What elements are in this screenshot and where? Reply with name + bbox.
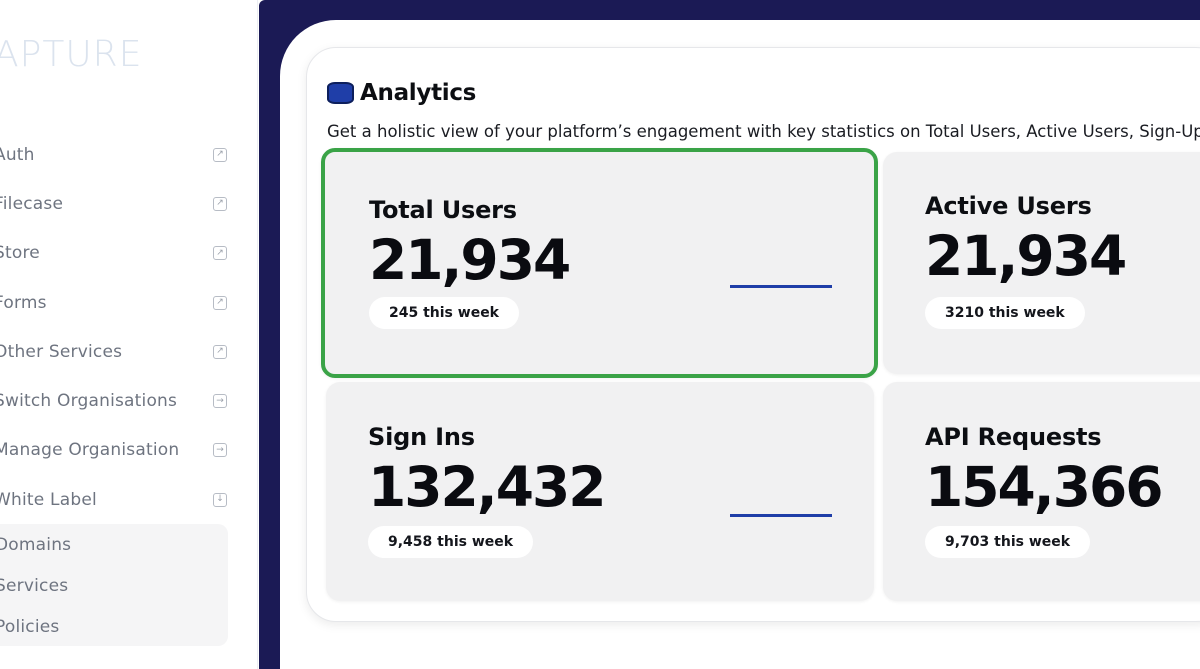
sidebar: APTURE Auth ↗ Filecase ↗ Store ↗ Forms ↗… xyxy=(0,0,258,669)
sidebar-nav: Auth ↗ Filecase ↗ Store ↗ Forms ↗ Other … xyxy=(0,130,240,524)
card-title: Sign Ins xyxy=(368,423,475,451)
external-link-icon: ↗ xyxy=(213,147,227,162)
weekly-change-badge: 245 this week xyxy=(369,297,519,329)
sidebar-item-label: Other Services xyxy=(0,341,123,362)
analytics-header: Analytics xyxy=(327,80,476,106)
sidebar-item-label: Filecase xyxy=(0,193,64,214)
external-link-icon: ↗ xyxy=(213,344,227,359)
sidebar-item-label: Store xyxy=(0,243,40,264)
submenu-item-label: Policies xyxy=(0,616,60,637)
sidebar-item-label: Forms xyxy=(0,292,47,313)
sidebar-item-forms[interactable]: Forms ↗ xyxy=(0,278,240,327)
stat-card-total-users[interactable]: Total Users 21,934 245 this week xyxy=(321,148,878,378)
stat-card-api-requests[interactable]: API Requests 154,366 9,703 this week xyxy=(883,382,1200,601)
database-icon xyxy=(327,80,354,106)
external-link-icon: ↗ xyxy=(213,295,227,310)
stat-card-sign-ins[interactable]: Sign Ins 132,432 9,458 this week xyxy=(326,382,874,601)
weekly-change-badge: 9,703 this week xyxy=(925,526,1091,558)
chevron-down-icon: ↓ xyxy=(213,492,227,507)
stat-card-active-users[interactable]: Active Users 21,934 3210 this week xyxy=(883,152,1200,374)
submenu-item-label: Domains xyxy=(0,534,72,555)
analytics-description: Get a holistic view of your platform’s e… xyxy=(327,122,1200,141)
sidebar-item-auth[interactable]: Auth ↗ xyxy=(0,130,240,179)
card-title: API Requests xyxy=(925,423,1102,451)
sidebar-item-label: Switch Organisations xyxy=(0,391,178,412)
sidebar-item-other-services[interactable]: Other Services ↗ xyxy=(0,327,240,376)
submenu-item-policies[interactable]: Policies xyxy=(0,606,228,647)
page-title: Analytics xyxy=(360,80,477,106)
card-title: Total Users xyxy=(369,196,517,224)
external-link-icon: ↗ xyxy=(213,246,227,261)
sidebar-item-manage-organisation[interactable]: Manage Organisation → xyxy=(0,426,240,475)
submenu-item-domains[interactable]: Domains xyxy=(0,524,228,565)
white-label-submenu: Domains Services Policies xyxy=(0,524,228,646)
sidebar-item-white-label[interactable]: White Label ↓ xyxy=(0,475,240,524)
sidebar-item-label: White Label xyxy=(0,489,97,510)
weekly-change-badge: 9,458 this week xyxy=(368,526,534,558)
submenu-item-services[interactable]: Services xyxy=(0,565,228,606)
weekly-change-badge: 3210 this week xyxy=(925,297,1085,329)
trend-sparkline xyxy=(730,285,832,288)
card-value: 154,366 xyxy=(925,455,1164,519)
sidebar-item-filecase[interactable]: Filecase ↗ xyxy=(0,179,240,228)
sidebar-item-store[interactable]: Store ↗ xyxy=(0,229,240,278)
external-link-icon: ↗ xyxy=(213,196,227,211)
card-value: 21,934 xyxy=(925,224,1127,288)
card-value: 21,934 xyxy=(369,228,571,292)
sidebar-item-label: Auth xyxy=(0,144,35,165)
sidebar-item-switch-organisations[interactable]: Switch Organisations → xyxy=(0,376,240,425)
arrow-right-icon: → xyxy=(213,443,227,458)
submenu-item-label: Services xyxy=(0,575,69,596)
sidebar-item-label: Manage Organisation xyxy=(0,440,180,461)
arrow-right-icon: → xyxy=(213,394,227,409)
card-title: Active Users xyxy=(925,192,1092,220)
trend-sparkline xyxy=(730,514,832,517)
card-value: 132,432 xyxy=(368,455,607,519)
brand-logo: APTURE xyxy=(0,34,143,75)
